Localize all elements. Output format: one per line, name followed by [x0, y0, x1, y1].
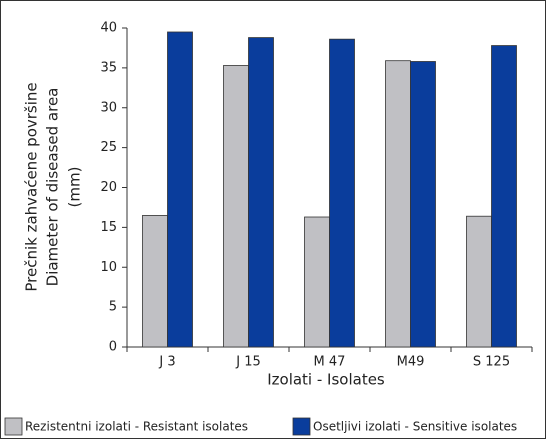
bar [410, 61, 436, 348]
y-label-line: (mm) [66, 167, 84, 208]
legend-label: Rezistentni izolati - Resistant isolates [25, 420, 248, 434]
bar [329, 38, 355, 348]
x-tick-label: J 3 [158, 355, 175, 370]
y-tick-label: 20 [100, 180, 117, 195]
legend-label: Osetljivi izolati - Sensitive isolates [313, 420, 517, 434]
y-tick-label: 15 [100, 220, 117, 235]
x-tick-label: S 125 [473, 355, 510, 370]
bar [385, 60, 411, 348]
bar [304, 216, 330, 348]
y-tick-label: 10 [100, 260, 117, 275]
bar [167, 31, 193, 348]
bar [491, 45, 517, 348]
x-tick-label: J 15 [235, 355, 261, 370]
bar [466, 215, 492, 348]
legend-swatch [292, 417, 311, 436]
y-tick-label: 30 [100, 100, 117, 115]
y-tick-label: 35 [100, 60, 117, 75]
bar [248, 37, 274, 348]
y-label-line: Prečnik zahvaćene površine [23, 82, 41, 291]
bar [142, 215, 168, 348]
y-tick-label: 25 [100, 140, 117, 155]
x-axis-label: Izolati - Isolates [267, 371, 385, 389]
legend-swatch [4, 417, 23, 436]
x-tick-label: M 47 [314, 355, 346, 370]
y-label-line: Diameter of diseased area [44, 88, 62, 287]
x-tick-label: M49 [397, 355, 425, 370]
y-tick-label: 40 [100, 21, 117, 36]
y-tick-label: 0 [109, 340, 117, 355]
y-axis-label: Prečnik zahvaćene površine Diameter of d… [23, 82, 84, 291]
bar [223, 65, 249, 348]
y-tick-label: 5 [109, 300, 117, 315]
